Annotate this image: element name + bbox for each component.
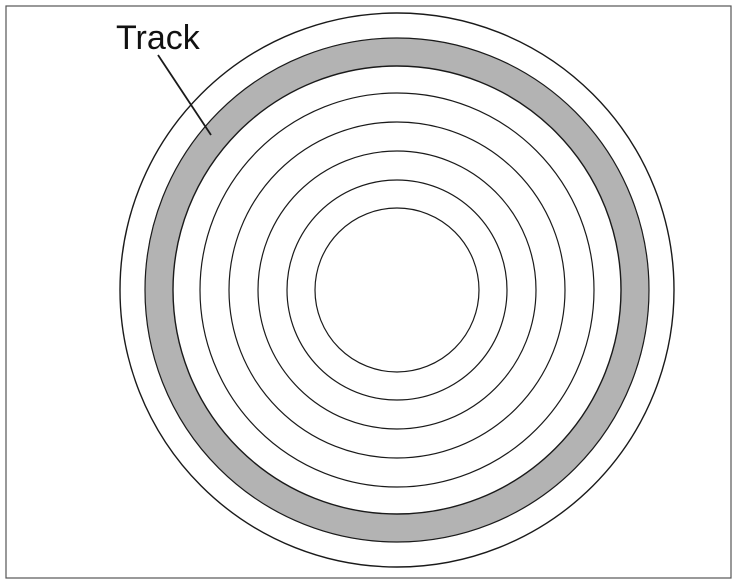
track-label: Track (116, 19, 201, 57)
inner-tracks (199, 92, 595, 488)
track-circle-6 (314, 207, 480, 373)
highlighted-track-inner-edge (172, 65, 622, 515)
track-circle-2 (199, 92, 595, 488)
track-leader-line (157, 54, 212, 136)
highlighted-track (144, 37, 650, 543)
track-circle-4 (257, 150, 537, 430)
figure-border (5, 5, 732, 579)
track-circle-5 (286, 179, 508, 401)
highlighted-track-outer-edge (144, 37, 650, 543)
track-circle-3 (228, 121, 566, 459)
disk-outer-edge (119, 12, 675, 568)
